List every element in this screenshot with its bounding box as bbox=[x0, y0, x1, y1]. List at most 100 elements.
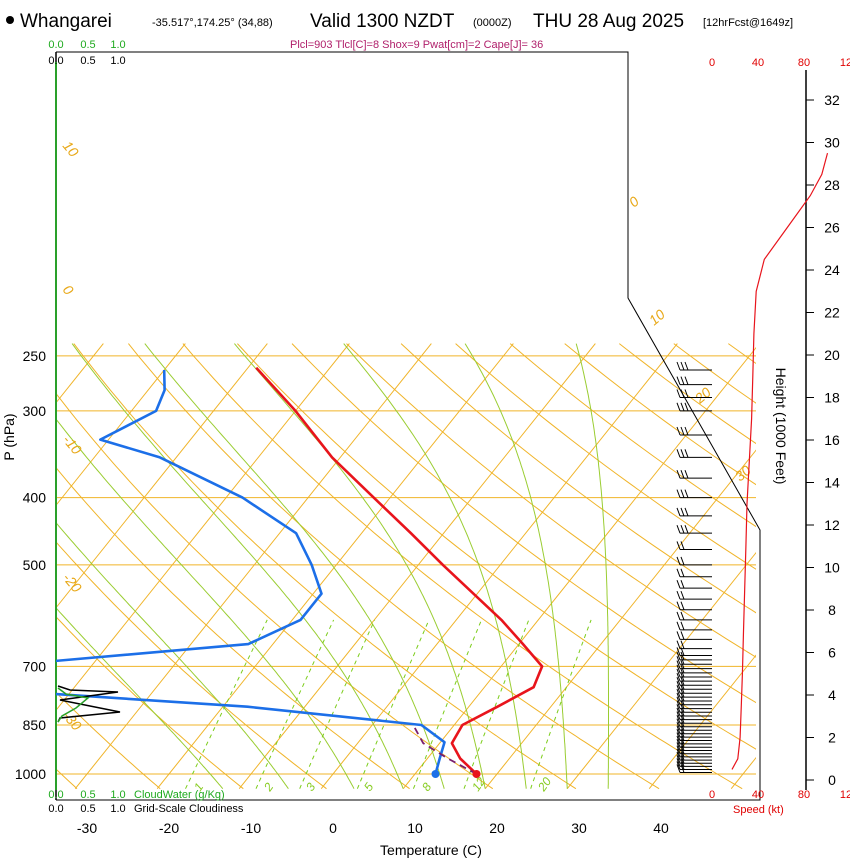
cloudwater-top-tick: 0.5 bbox=[80, 39, 95, 51]
wind-barb-feather bbox=[676, 764, 681, 773]
isotherm-line bbox=[320, 343, 678, 790]
speed-top-tick: 40 bbox=[752, 57, 764, 69]
wind-barb-feather bbox=[676, 647, 681, 656]
mixing-ratio-line bbox=[255, 619, 335, 789]
cloud-scale-ticks: 0.0 0.0 0.5 0.5 1.0 1.0 0.0 0.0 0.5 0.5 1.0 1.0 bbox=[48, 39, 125, 815]
wind-barb-feather bbox=[684, 524, 689, 534]
wind-barb-feather bbox=[676, 651, 681, 661]
wind-barb-feather bbox=[680, 568, 685, 577]
pressure-tick-label: 500 bbox=[23, 557, 47, 573]
wind-barb-feather bbox=[676, 361, 681, 371]
wind-barb-feather bbox=[680, 541, 685, 550]
valid-date: THU 28 Aug 2025 bbox=[533, 11, 684, 32]
temperature-tick-label: 0 bbox=[329, 820, 337, 836]
wind-barb-feather bbox=[676, 668, 681, 678]
height-tick-label: 0 bbox=[828, 772, 836, 788]
wind-barb-feather bbox=[684, 507, 689, 517]
wind-barb-feather bbox=[680, 469, 685, 479]
wind-barbs bbox=[676, 361, 712, 773]
wind-barb-feather bbox=[676, 660, 681, 669]
wind-barb-feather bbox=[680, 556, 685, 566]
height-tick-label: 18 bbox=[824, 390, 840, 406]
wind-barb-feather bbox=[680, 489, 685, 498]
isotherm-line bbox=[484, 449, 756, 790]
dry-adiabat bbox=[400, 343, 756, 614]
wind-barb-feather bbox=[680, 426, 685, 436]
wind-barb-feather bbox=[676, 761, 681, 770]
wind-barb-feather bbox=[676, 745, 681, 754]
temperature-line bbox=[255, 366, 544, 775]
pressure-tick-label: 300 bbox=[23, 403, 47, 419]
dry-adiabat bbox=[128, 343, 660, 790]
wind-barb-feather bbox=[676, 524, 681, 534]
isotherm-line bbox=[74, 343, 432, 790]
wind-barb-feather bbox=[676, 722, 681, 731]
moist-adiabat bbox=[71, 343, 404, 789]
wind-barb-feather bbox=[676, 579, 681, 589]
cloudwater-bottom-tick: 1.0 bbox=[110, 789, 125, 801]
wind-speed-line bbox=[731, 152, 829, 770]
wind-barb-feather bbox=[676, 755, 681, 764]
wind-barb-feather bbox=[676, 696, 681, 705]
cloudwater-top-tick: 0.0 bbox=[48, 39, 63, 51]
isotherm-line bbox=[56, 343, 186, 507]
height-tick-label: 22 bbox=[824, 305, 840, 321]
wind-barb-feather bbox=[676, 704, 681, 713]
wind-barb-feather bbox=[676, 426, 681, 436]
speed-top-tick: 0 bbox=[709, 57, 715, 69]
wind-barb-feather bbox=[676, 601, 681, 610]
height-tick-label: 20 bbox=[824, 347, 840, 363]
surface-temperature-marker bbox=[472, 770, 481, 778]
mixing-ratio-line bbox=[185, 619, 268, 789]
y-axis-label: P (hPa) bbox=[1, 413, 17, 460]
pressure-tick-label: 700 bbox=[23, 658, 47, 674]
wind-barb-feather bbox=[676, 672, 681, 682]
wind-barb-feather bbox=[684, 361, 689, 371]
wind-barb-feather bbox=[676, 631, 681, 640]
wind-barb-feather bbox=[676, 728, 681, 738]
isotherm-label: -10 bbox=[60, 432, 85, 458]
isotherm-label: 10 bbox=[60, 138, 82, 160]
moist-adiabat bbox=[343, 343, 527, 789]
cloudiness-bottom-tick: 1.0 bbox=[110, 803, 125, 815]
speed-bottom-tick: 40 bbox=[752, 789, 764, 801]
wind-barb-feather bbox=[684, 402, 689, 412]
background-lines bbox=[56, 343, 756, 790]
mixing-ratio-label: 2 bbox=[260, 780, 276, 795]
wind-barb-feather bbox=[676, 758, 681, 767]
speed-bottom-tick: 0 bbox=[709, 789, 715, 801]
wind-barb-feather bbox=[676, 640, 681, 649]
surface-dewpoint-marker bbox=[431, 770, 440, 778]
wind-barb-feather bbox=[676, 389, 681, 398]
height-tick-label: 26 bbox=[824, 220, 840, 236]
height-tick-label: 12 bbox=[824, 517, 840, 533]
height-tick-label: 32 bbox=[824, 92, 840, 108]
adiabat-label: 20 bbox=[691, 384, 714, 407]
wind-barb-feather bbox=[676, 718, 681, 727]
wind-barb-feather bbox=[676, 621, 681, 630]
wind-barb-feather bbox=[676, 707, 681, 717]
cloudwater-bottom-tick: 0.0 bbox=[48, 789, 63, 801]
temperature-tick-label: -30 bbox=[77, 820, 97, 836]
wind-barb-feather bbox=[676, 681, 681, 690]
wind-barb-feather bbox=[680, 764, 685, 773]
wind-barb-feather bbox=[684, 489, 689, 498]
wind-barb-feather bbox=[680, 389, 685, 398]
forecast-info: [12hrFcst@1649z] bbox=[703, 17, 793, 29]
dry-adiabat bbox=[564, 343, 756, 486]
moist-adiabat bbox=[56, 521, 289, 789]
moist-adiabat bbox=[464, 343, 568, 789]
dewpoint-line bbox=[56, 369, 446, 775]
location-dot bbox=[6, 16, 14, 24]
isotherm-label: -30 bbox=[60, 708, 85, 734]
height-tick-label: 4 bbox=[828, 687, 836, 703]
temperature-tick-label: 20 bbox=[489, 820, 505, 836]
wind-barb-feather bbox=[680, 361, 685, 371]
wind-speed-profile bbox=[731, 152, 829, 770]
isotherm-line bbox=[56, 343, 350, 712]
x-axis-label: Temperature (C) bbox=[380, 842, 482, 858]
wind-barb-feather bbox=[676, 590, 681, 600]
dry-adiabat bbox=[237, 343, 756, 750]
speed-top-tick: 80 bbox=[798, 57, 810, 69]
